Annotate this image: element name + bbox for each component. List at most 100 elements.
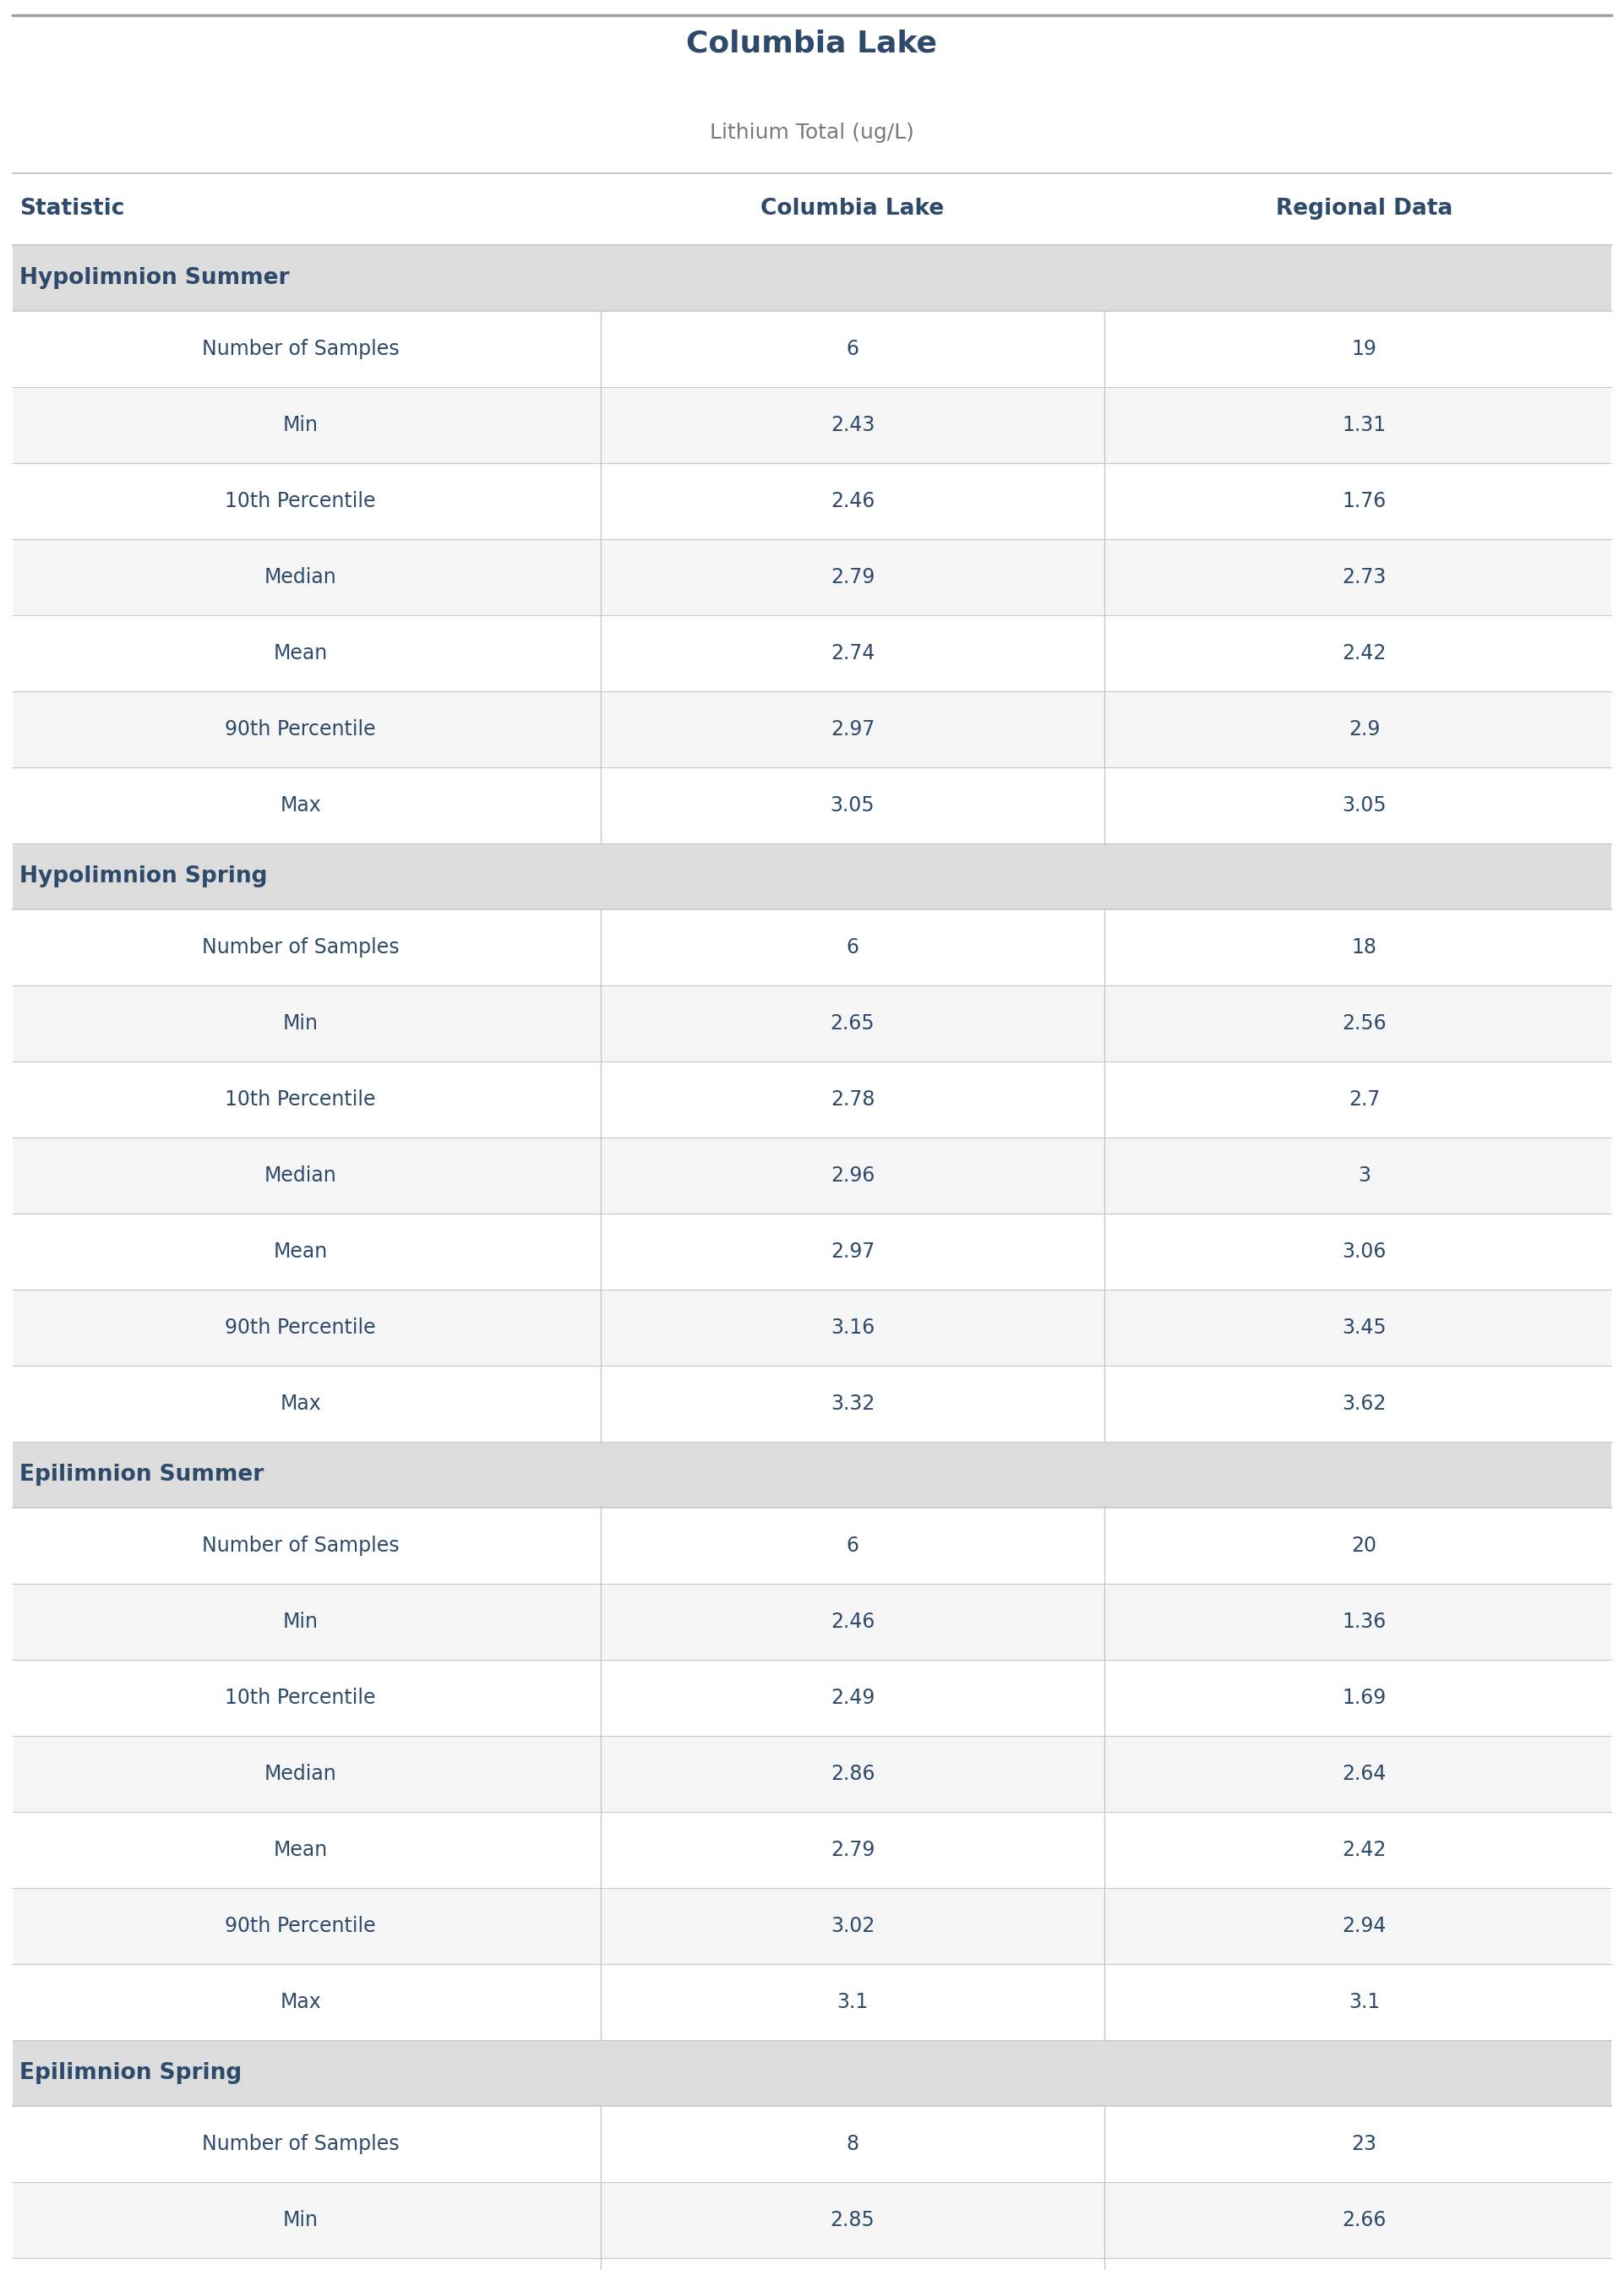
Bar (13, 2041, 1611, 2107)
Text: 2.46: 2.46 (830, 1612, 875, 1632)
Text: Min: Min (283, 415, 318, 436)
Text: 2.49: 2.49 (830, 1687, 875, 1707)
Text: 23: 23 (1351, 2134, 1377, 2154)
Bar (13, 1289, 1611, 1367)
Text: 19: 19 (1351, 338, 1377, 359)
Text: 8: 8 (846, 2134, 859, 2154)
Text: Median: Median (265, 568, 336, 588)
Text: 90th Percentile: 90th Percentile (226, 1317, 375, 1337)
Text: Hypolimnion Summer: Hypolimnion Summer (19, 268, 289, 288)
Text: Columbia Lake: Columbia Lake (687, 30, 937, 59)
Bar (13, 1737, 1611, 1811)
Bar (13, 388, 1611, 463)
Bar (13, 985, 1611, 1062)
Text: 18: 18 (1351, 938, 1377, 958)
Bar (13, 1137, 1611, 1214)
Text: 2.86: 2.86 (830, 1764, 875, 1784)
Text: 2.66: 2.66 (1341, 2211, 1387, 2231)
Bar (13, 1659, 1611, 1737)
Bar (13, 692, 1611, 767)
Text: Max: Max (279, 794, 322, 815)
Text: 2.65: 2.65 (830, 1012, 875, 1033)
Text: Number of Samples: Number of Samples (201, 938, 400, 958)
Text: 2.74: 2.74 (830, 642, 875, 663)
Text: 3.1: 3.1 (1348, 1993, 1380, 2011)
Text: 20: 20 (1351, 1535, 1377, 1555)
Text: 2.7: 2.7 (1348, 1090, 1380, 1110)
Text: 3.32: 3.32 (830, 1394, 875, 1414)
Text: Epilimnion Spring: Epilimnion Spring (19, 2061, 242, 2084)
Text: 1.36: 1.36 (1341, 1612, 1387, 1632)
Bar (13, 1507, 1611, 1584)
Bar (13, 1062, 1611, 1137)
Text: 1.69: 1.69 (1341, 1687, 1387, 1707)
Text: 2.56: 2.56 (1341, 1012, 1387, 1033)
Bar (13, 1367, 1611, 1441)
Bar (13, 1964, 1611, 2041)
Text: Number of Samples: Number of Samples (201, 1535, 400, 1555)
Text: 2.79: 2.79 (830, 1839, 875, 1859)
Text: 2.9: 2.9 (1348, 720, 1380, 740)
Text: 90th Percentile: 90th Percentile (226, 720, 375, 740)
Bar (13, 1889, 1611, 1964)
Text: 2.79: 2.79 (830, 568, 875, 588)
Text: 3.1: 3.1 (836, 1993, 869, 2011)
Text: Median: Median (265, 1764, 336, 1784)
Text: 3.02: 3.02 (830, 1916, 875, 1936)
Text: 1.76: 1.76 (1341, 490, 1387, 511)
Text: 2.42: 2.42 (1341, 642, 1387, 663)
Text: 2.64: 2.64 (1341, 1764, 1387, 1784)
Text: Min: Min (283, 1012, 318, 1033)
Bar (13, 2259, 1611, 2270)
Text: 10th Percentile: 10th Percentile (226, 1090, 375, 1110)
Text: 90th Percentile: 90th Percentile (226, 1916, 375, 1936)
Bar (13, 540, 1611, 615)
Text: Mean: Mean (273, 642, 328, 663)
Text: 2.46: 2.46 (830, 490, 875, 511)
Text: Max: Max (279, 1993, 322, 2011)
Text: Mean: Mean (273, 1242, 328, 1262)
Bar (13, 1811, 1611, 1889)
Text: Median: Median (265, 1165, 336, 1185)
Text: Max: Max (279, 1394, 322, 1414)
Text: 3.16: 3.16 (830, 1317, 875, 1337)
Text: Number of Samples: Number of Samples (201, 2134, 400, 2154)
Text: 10th Percentile: 10th Percentile (226, 1687, 375, 1707)
Text: 2.97: 2.97 (830, 1242, 875, 1262)
Text: 3.06: 3.06 (1341, 1242, 1387, 1262)
Text: 2.42: 2.42 (1341, 1839, 1387, 1859)
Text: 6: 6 (846, 1535, 859, 1555)
Text: 2.78: 2.78 (830, 1090, 875, 1110)
Text: Regional Data: Regional Data (1276, 197, 1452, 220)
Text: 2.96: 2.96 (830, 1165, 875, 1185)
Text: 6: 6 (846, 938, 859, 958)
Text: 3.45: 3.45 (1341, 1317, 1387, 1337)
Text: 2.94: 2.94 (1341, 1916, 1387, 1936)
Bar (13, 2107, 1611, 2181)
Text: 6: 6 (846, 338, 859, 359)
Bar (13, 1214, 1611, 1289)
Text: Lithium Total (ug/L): Lithium Total (ug/L) (710, 123, 914, 143)
Bar (13, 463, 1611, 540)
Text: 2.73: 2.73 (1341, 568, 1387, 588)
Text: 3.05: 3.05 (1341, 794, 1387, 815)
Bar (13, 1441, 1611, 1507)
Text: 2.97: 2.97 (830, 720, 875, 740)
Text: Epilimnion Summer: Epilimnion Summer (19, 1464, 263, 1487)
Bar (13, 615, 1611, 692)
Bar (13, 245, 1611, 311)
Text: Min: Min (283, 2211, 318, 2231)
Text: Min: Min (283, 1612, 318, 1632)
Text: 10th Percentile: 10th Percentile (226, 490, 375, 511)
Text: 2.85: 2.85 (830, 2211, 875, 2231)
Text: Mean: Mean (273, 1839, 328, 1859)
Text: Hypolimnion Spring: Hypolimnion Spring (19, 865, 268, 888)
Bar (13, 311, 1611, 388)
Bar (13, 767, 1611, 844)
Text: Columbia Lake: Columbia Lake (760, 197, 945, 220)
Text: 1.31: 1.31 (1341, 415, 1387, 436)
Text: Statistic: Statistic (19, 197, 125, 220)
Text: 3: 3 (1358, 1165, 1371, 1185)
Text: 2.43: 2.43 (830, 415, 875, 436)
Bar (13, 844, 1611, 910)
